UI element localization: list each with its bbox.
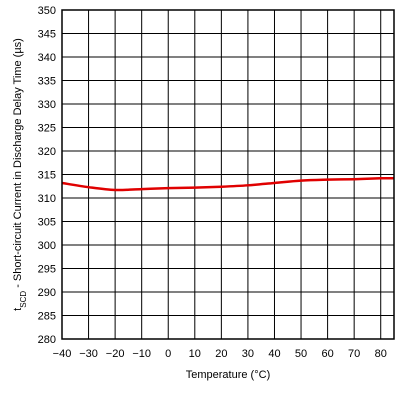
x-tick-label: 80 [375, 348, 387, 360]
y-axis-title: tSCD - Short-circuit Current in Discharg… [12, 38, 28, 311]
x-tick-label: 30 [242, 348, 254, 360]
x-tick-label: 40 [268, 348, 280, 360]
x-axis-title: Temperature (°C) [186, 369, 270, 381]
x-tick-labels: −40 −30 −20 −10 0 10 20 30 40 50 60 70 80 [53, 348, 387, 360]
y-axis-title-rest: - Short-circuit Current in Discharge Del… [12, 38, 24, 291]
x-tick-label: 70 [348, 348, 360, 360]
x-tick-label: 10 [189, 348, 201, 360]
plot-frame [61, 9, 395, 340]
y-tick-label: 325 [38, 123, 56, 135]
y-tick-label: 280 [38, 334, 56, 346]
series-line [61, 176, 395, 192]
x-tick-label: 50 [295, 348, 307, 360]
y-tick-label: 330 [38, 99, 56, 111]
x-tick-label: −20 [106, 348, 125, 360]
x-tick-label: −30 [79, 348, 98, 360]
y-tick-labels: 280 285 290 295 300 305 310 315 320 325 330 335 340 3… [38, 5, 56, 346]
x-tick-label: 60 [321, 348, 333, 360]
series-layer [61, 176, 395, 192]
y-tick-label: 295 [38, 264, 56, 276]
x-tick-label: −40 [53, 348, 72, 360]
y-tick-label: 305 [38, 217, 56, 229]
grid-lines [61, 9, 394, 340]
y-tick-label: 320 [38, 146, 56, 158]
y-tick-label: 310 [38, 193, 56, 205]
x-tick-label: 20 [215, 348, 227, 360]
y-tick-label: 315 [38, 170, 56, 182]
y-axis-title-subscript: SCD [19, 291, 28, 308]
y-axis-title-main: t [12, 308, 24, 311]
y-tick-label: 285 [38, 311, 56, 323]
y-tick-label: 335 [38, 76, 56, 88]
y-tick-label: 345 [38, 29, 56, 41]
y-tick-label: 300 [38, 240, 56, 252]
x-tick-label: 0 [165, 348, 171, 360]
x-tick-label: −10 [132, 348, 151, 360]
y-tick-label: 350 [38, 5, 56, 17]
y-tick-label: 340 [38, 52, 56, 64]
y-tick-label: 290 [38, 287, 56, 299]
